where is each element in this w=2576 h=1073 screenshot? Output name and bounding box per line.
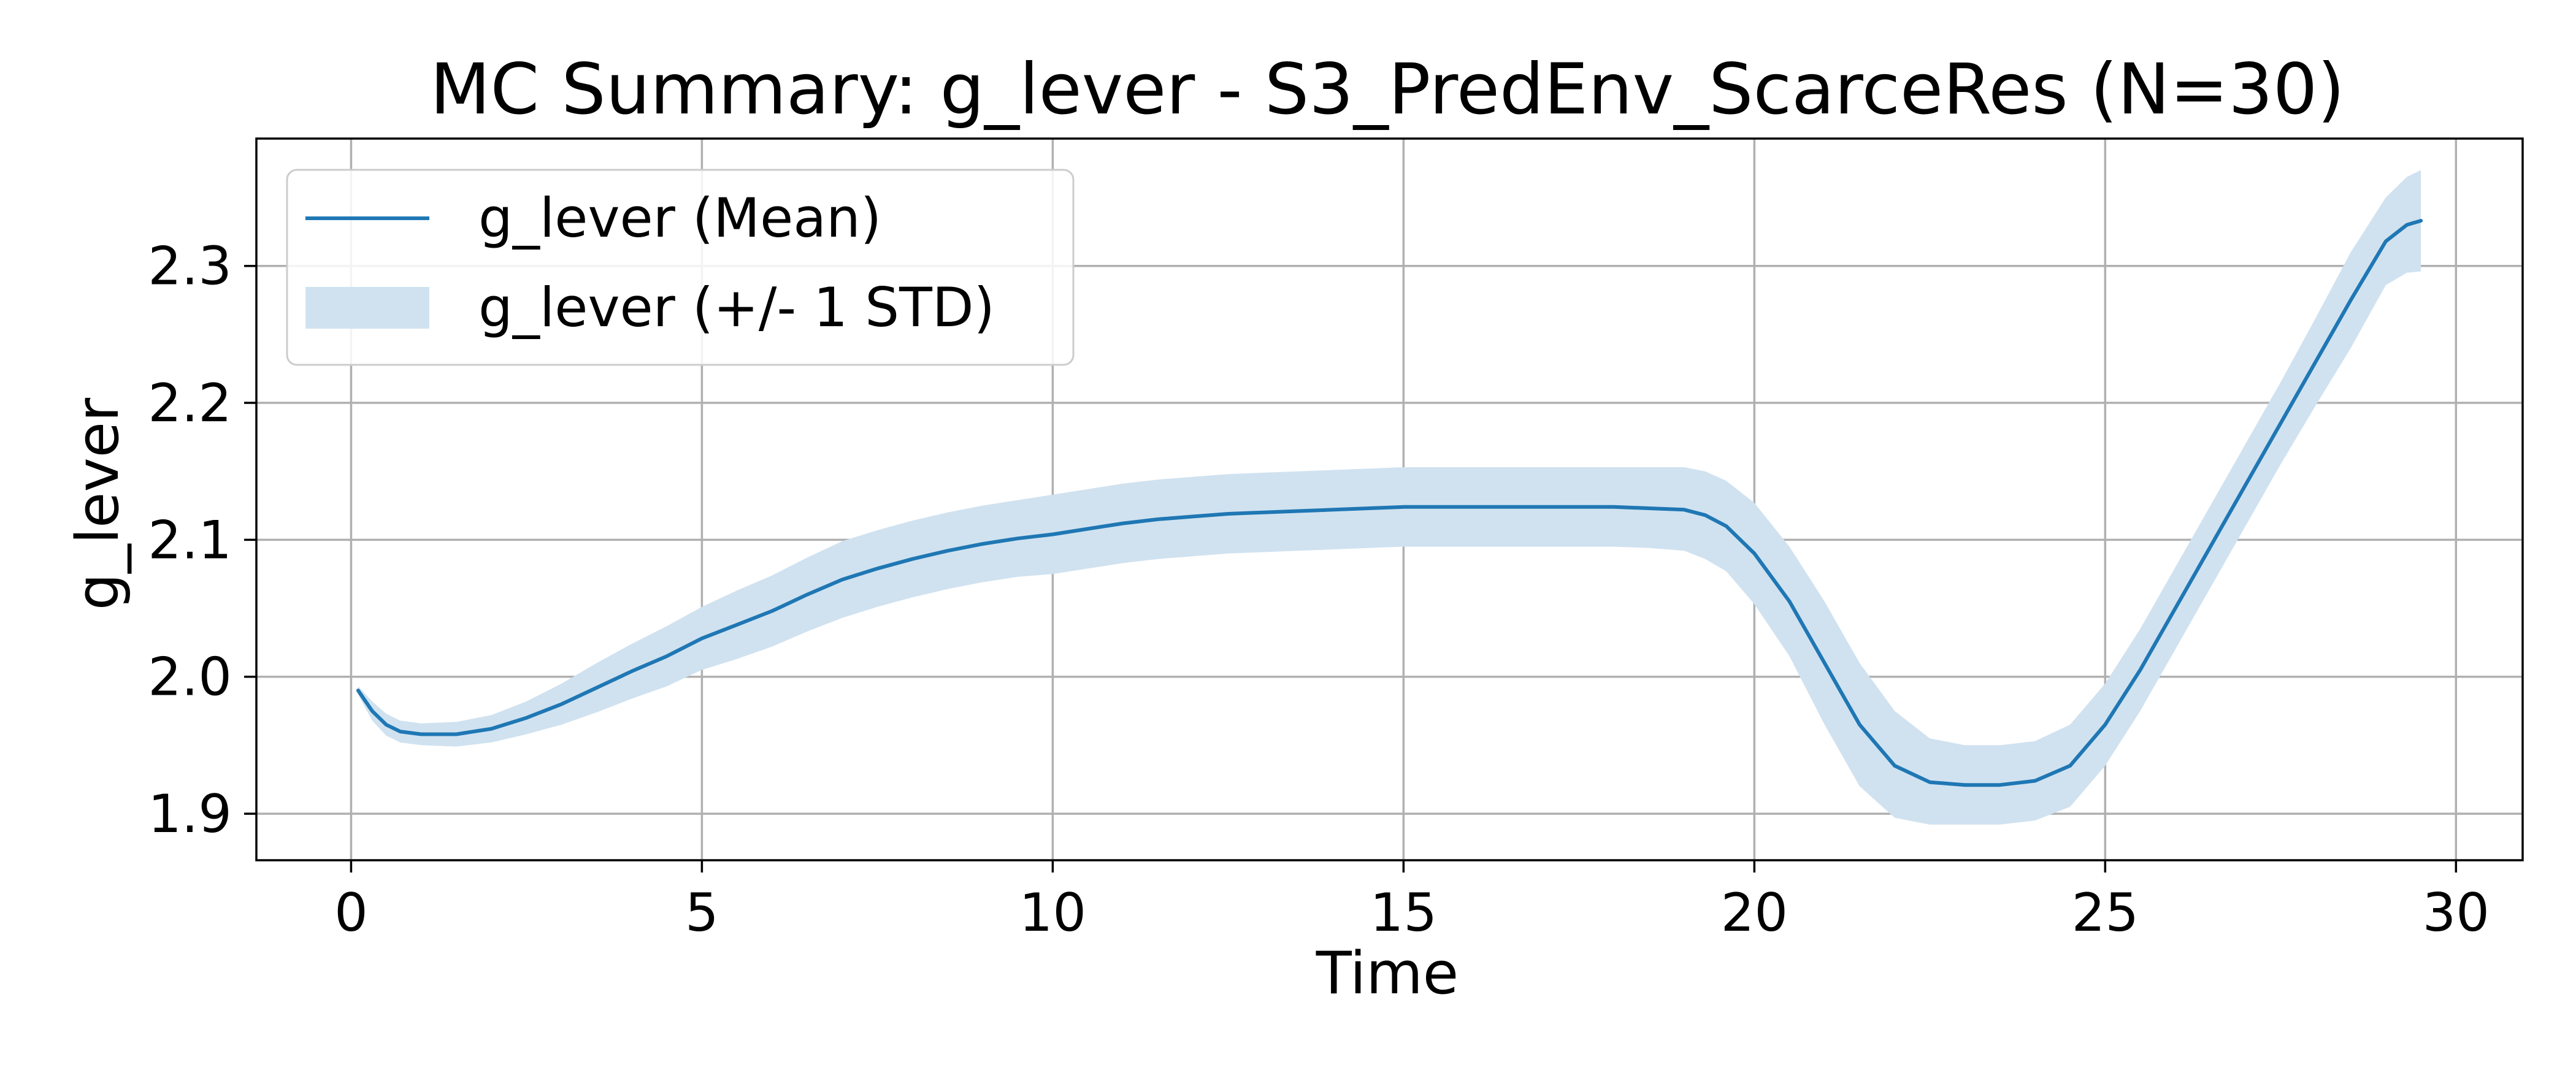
- x-tick-label: 10: [1019, 882, 1086, 944]
- y-tick-label: 2.0: [148, 647, 232, 708]
- mean-line: [356, 219, 2423, 787]
- y-axis-label: g_lever: [64, 397, 132, 610]
- y-tick-label: 1.9: [148, 784, 232, 845]
- chart-title: MC Summary: g_lever - S3_PredEnv_ScarceR…: [430, 48, 2345, 130]
- x-tick-label: 25: [2072, 882, 2139, 944]
- y-tick-label: 2.3: [148, 236, 232, 297]
- x-tick-label: 0: [334, 882, 368, 944]
- x-tick-label: 5: [685, 882, 719, 944]
- y-tick-label: 2.1: [148, 510, 232, 571]
- x-tick-label: 20: [1721, 882, 1788, 944]
- std-band-layer: [358, 170, 2421, 825]
- legend-label-mean: g_lever (Mean): [478, 186, 881, 250]
- mean-line-layer: [356, 219, 2423, 787]
- x-tick-label: 15: [1370, 882, 1437, 944]
- legend-band-swatch: [305, 287, 429, 329]
- axis-ticks: 0 5 10 15 20 25 30 1.9 2.0 2.1 2.2 2.3: [148, 236, 2490, 944]
- legend: g_lever (Mean) g_lever (+/- 1 STD): [286, 169, 1075, 366]
- plot-area-frame: [255, 137, 2524, 861]
- x-tick-label: 30: [2423, 882, 2490, 944]
- std-band: [358, 170, 2421, 825]
- legend-label-std: g_lever (+/- 1 STD): [478, 276, 995, 339]
- x-axis-label: Time: [1316, 940, 1459, 1007]
- y-tick-label: 2.2: [148, 373, 232, 434]
- legend-box: [286, 169, 1075, 366]
